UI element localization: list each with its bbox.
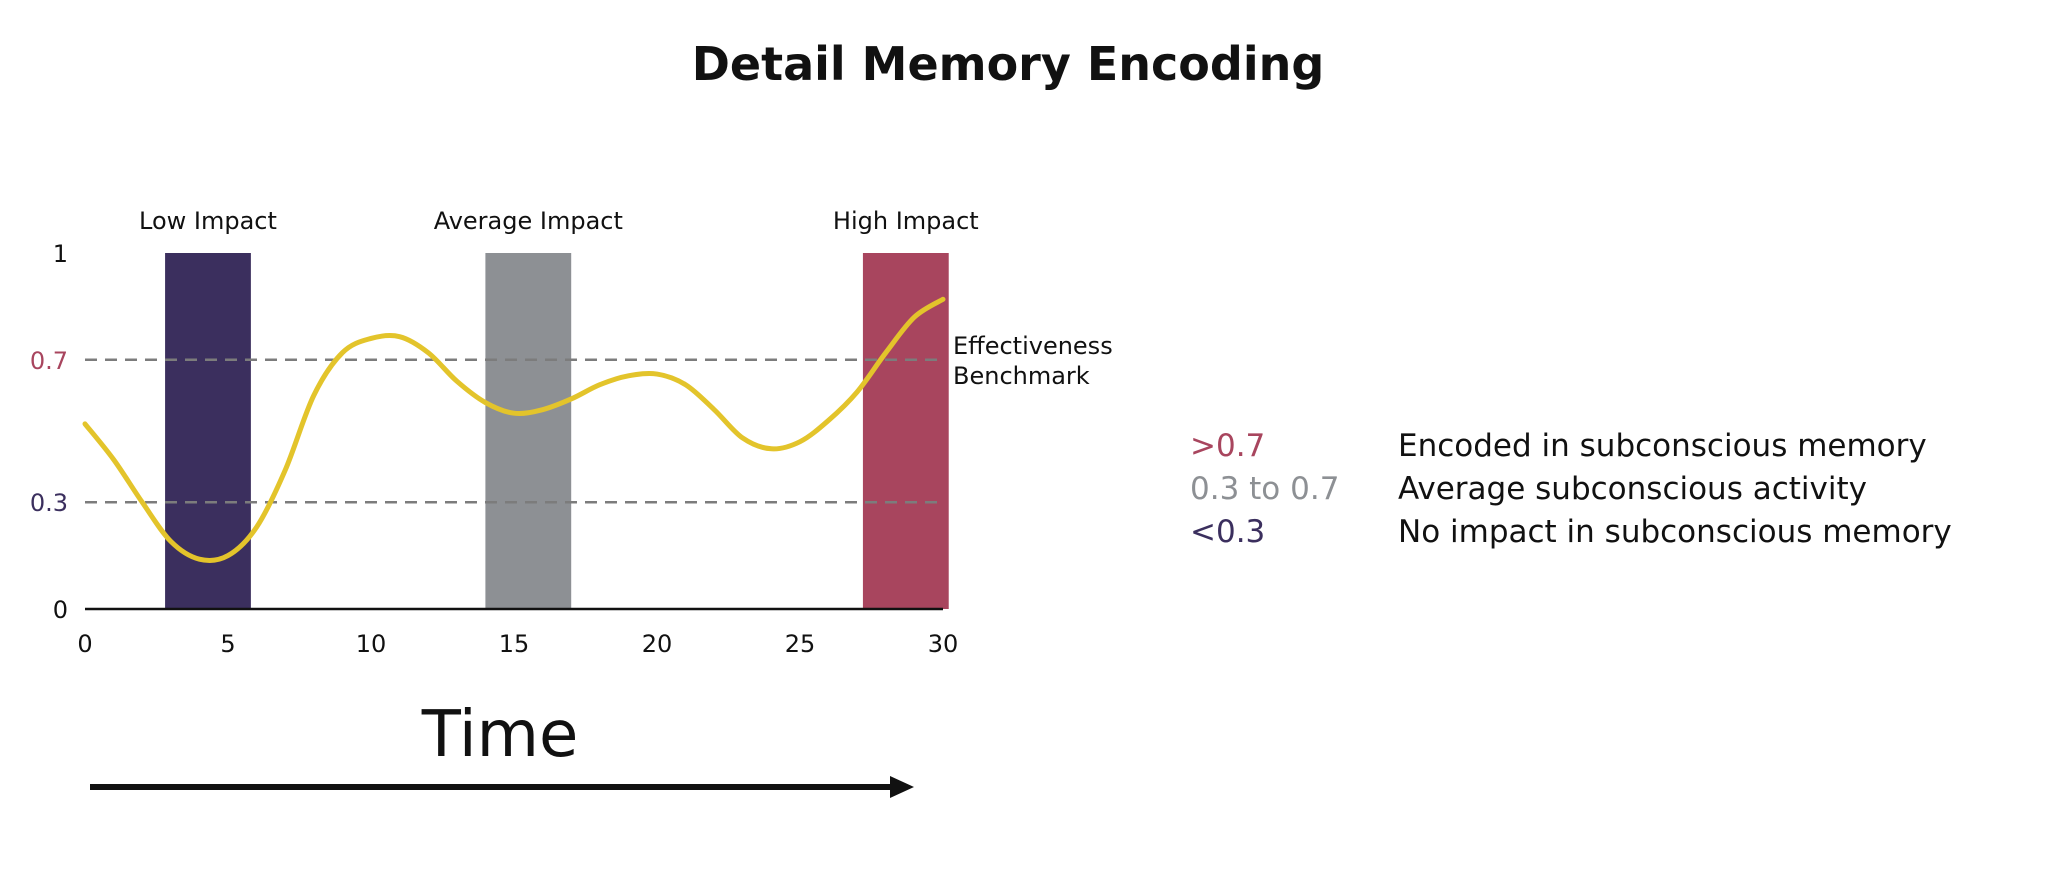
x-axis-title: Time (421, 698, 579, 772)
x-tick-label: 0 (77, 630, 92, 658)
x-tick-label: 5 (220, 630, 235, 658)
y-tick-label: 0.3 (30, 489, 68, 517)
y-tick-label: 1 (53, 240, 68, 268)
x-tick-label: 10 (356, 630, 387, 658)
legend-description: No impact in subconscious memory (1398, 514, 1952, 550)
time-arrow (90, 776, 914, 798)
time-arrow-head (890, 776, 914, 798)
band-low-impact (165, 253, 251, 609)
band-label-low-impact: Low Impact (139, 207, 277, 235)
legend-range-label: <0.3 (1190, 514, 1265, 550)
legend-range-label: >0.7 (1190, 428, 1265, 464)
band-label-high-impact: High Impact (833, 207, 979, 235)
x-tick-label: 20 (642, 630, 673, 658)
x-tick-label: 30 (928, 630, 959, 658)
y-tick-label: 0.7 (30, 347, 68, 375)
band-high-impact (862, 253, 949, 609)
x-tick-label: 15 (499, 630, 530, 658)
reference-label-line: Effectiveness (953, 332, 1113, 360)
legend-description: Encoded in subconscious memory (1398, 428, 1927, 464)
band-average-impact (485, 253, 572, 609)
x-tick-label: 25 (785, 630, 816, 658)
band-label-average-impact: Average Impact (434, 207, 623, 235)
y-tick-label: 0 (53, 596, 68, 624)
reference-label-line: Benchmark (953, 362, 1090, 390)
legend-range-label: 0.3 to 0.7 (1190, 471, 1339, 507)
legend: >0.7 Encoded in subconscious memory 0.3 to… (1190, 428, 1952, 550)
series-line-memory-encoding (82, 296, 946, 563)
legend-description: Average subconscious activity (1398, 471, 1867, 507)
chart-title: Detail Memory Encoding (692, 37, 1325, 91)
